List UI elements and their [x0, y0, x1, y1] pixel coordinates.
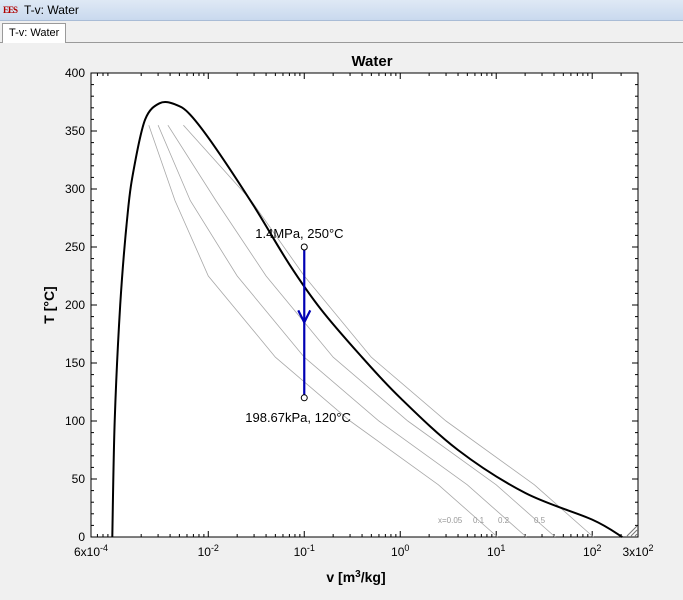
y-axis-title: T [°C]: [41, 286, 57, 323]
resize-grip-icon[interactable]: [626, 525, 638, 537]
quality-line-label: 0.2: [498, 516, 510, 525]
saturation-curve: [111, 101, 623, 538]
quality-lines: x=0.05 0.1 0.2 0.5: [148, 124, 594, 538]
y-tick-label: 200: [65, 298, 85, 312]
x-tick-label: 101: [487, 543, 505, 559]
tab-t-v-water[interactable]: T-v: Water: [2, 23, 67, 43]
y-tick-label: 100: [65, 414, 85, 428]
plot-window: Water T [°C] v [m3/kg] 0 50 100 150 200 250 30…: [0, 43, 683, 600]
quality-line: [148, 125, 498, 538]
x-tick-label: 100: [391, 543, 409, 559]
window-title: T-v: Water: [24, 3, 79, 17]
quality-line-label: x=0.05: [438, 516, 463, 525]
x-tick-label: 3x102: [622, 543, 653, 559]
quality-line: [167, 124, 556, 538]
chart-title: Water: [351, 53, 392, 70]
process-arrow-icon: [297, 309, 312, 325]
y-tick-label: 150: [65, 356, 85, 370]
plot-background: [90, 72, 639, 538]
ees-app-icon: EES: [3, 5, 18, 15]
state-point-2: [300, 394, 308, 402]
state-point-1: [300, 243, 308, 251]
x-axis-title: v [m3/kg]: [326, 569, 385, 585]
axis-ticks: 0 50 100 150 200 250 300 350 400 6x10-4 10-2 10-1 10…: [65, 66, 654, 559]
y-tick-label: 250: [65, 240, 85, 254]
y-tick-label: 50: [72, 472, 86, 486]
window-titlebar: EES T-v: Water: [0, 0, 683, 21]
y-tick-label: 0: [78, 530, 85, 544]
t-v-chart: Water T [°C] v [m3/kg] 0 50 100 150 200 250 30…: [41, 53, 654, 585]
state-1-label: 1.4MPa, 250°C: [255, 226, 343, 241]
y-tick-label: 300: [65, 182, 85, 196]
quality-line-label: 0.1: [473, 516, 485, 525]
x-tick-label: 10-2: [198, 543, 219, 559]
saturation-dome: [111, 101, 623, 538]
tab-strip: T-v: Water: [0, 21, 683, 43]
x-tick-label: 10-1: [294, 543, 315, 559]
y-tick-label: 350: [65, 124, 85, 138]
y-tick-label: 400: [65, 66, 85, 80]
process-line: 1.4MPa, 250°C 198.67kPa, 120°C: [245, 226, 351, 425]
state-2-label: 198.67kPa, 120°C: [245, 410, 351, 425]
quality-line-label: 0.5: [534, 516, 546, 525]
x-tick-label: 102: [583, 543, 601, 559]
x-tick-label: 6x10-4: [74, 543, 108, 559]
